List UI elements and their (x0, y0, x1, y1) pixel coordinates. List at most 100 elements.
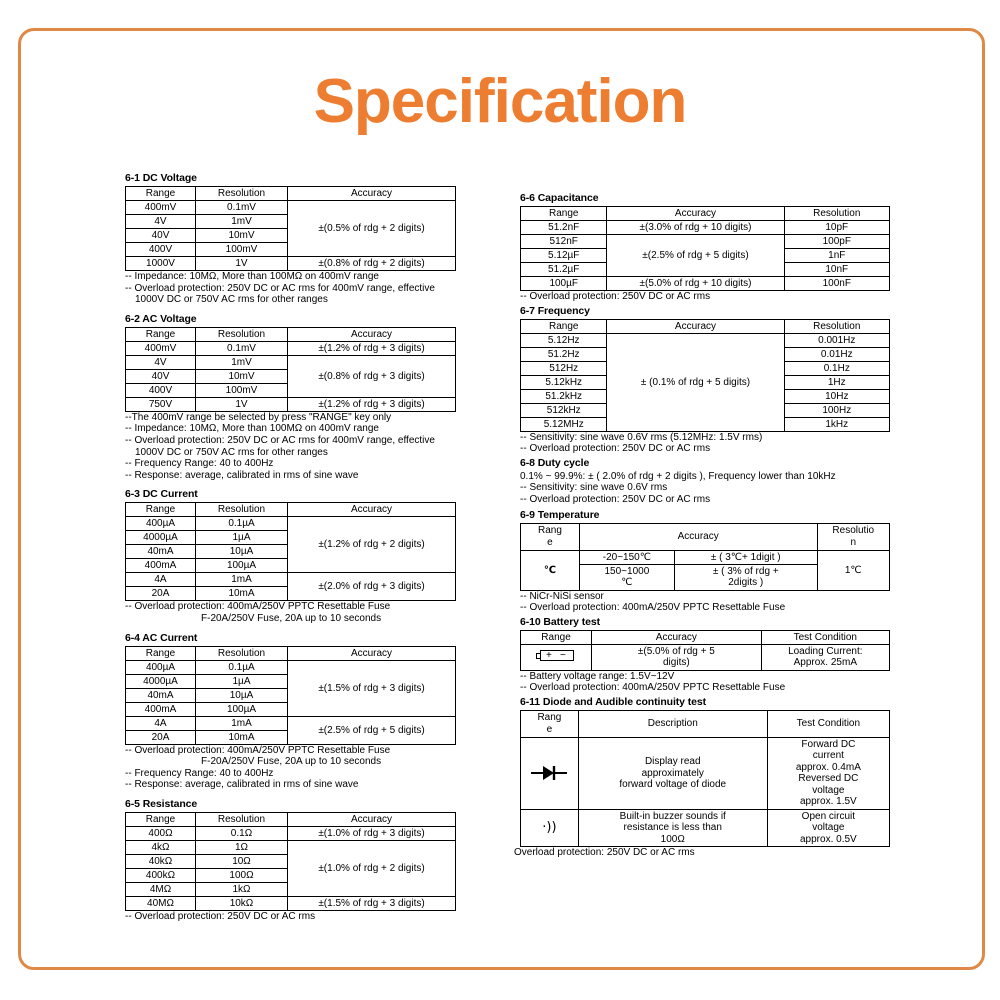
col-header-range: Range (125, 502, 196, 518)
cell-accuracy: ±(0.8% of rdg + 2 digits) (287, 256, 456, 271)
note-item: -- Overload protection: 250V DC or AC rm… (520, 443, 711, 455)
cell-accuracy: ±(5.0% of rdg + 10 digits) (606, 276, 785, 291)
ac-voltage-notes: --The 400mV range be selected by press "… (125, 412, 455, 482)
cell-resolution: 100Ω (195, 867, 288, 883)
dc-voltage-table: Range Resolution Accuracy 400mV 0.1mV ±(… (125, 186, 456, 271)
cell-resolution: 10pF (783, 220, 891, 235)
cell-range: 51.2nF (519, 220, 608, 235)
section-heading: 6-11 Diode and Audible continuity test (520, 695, 707, 708)
cell-accuracy: ±(0.5% of rdg + 2 digits) (287, 200, 456, 257)
cell-range: 51.2Hz (519, 346, 608, 362)
section-heading: 6-5 Resistance (125, 797, 198, 810)
cell-resolution: 0.1Hz (783, 360, 891, 376)
table-header-row: Range Accuracy Resolution (519, 206, 891, 221)
cell-range: 400Ω (125, 825, 196, 841)
cell-range: 51.2kHz (519, 388, 608, 404)
section-heading: 6-1 DC Voltage (125, 172, 197, 184)
col-header-accuracy: Accuracy (606, 206, 785, 221)
temperature-table: Rang e Accuracy Resolutio n ℃ -20~150℃ ±… (520, 522, 891, 591)
cell-accuracy: ±(1.2% of rdg + 3 digits) (287, 396, 456, 412)
cell-range: ℃ (520, 549, 580, 591)
table-row: 400mV 0.1mV ±(0.5% of rdg + 2 digits) (125, 200, 456, 257)
col-header-resolution: Resolution (195, 186, 288, 201)
buzzer-icon: ·)) (542, 820, 557, 836)
note-item: -- Response: average, calibrated in rms … (125, 469, 359, 481)
table-row: + − ±(5.0% of rdg + 5 digits) Loading Cu… (519, 643, 891, 671)
cell-range: 5.12µF (519, 248, 608, 263)
col-header-range: Rang e (520, 522, 580, 551)
section-battery-test: 6-10 Battery test Range Accuracy Test Co… (519, 616, 891, 694)
cell-range: 5.12MHz (519, 416, 608, 432)
col-header-resolution: Resolution (195, 502, 288, 518)
table-row: 400mV 0.1mV ±(1.2% of rdg + 3 digits) (125, 340, 456, 356)
frequency-notes: -- Sensitivity: sine wave 0.6V rms (5.12… (520, 432, 890, 455)
note-item: -- Overload protection: 250V DC or AC rm… (520, 493, 711, 505)
cell-resolution: 1℃ (816, 549, 891, 591)
duty-cycle-notes: 0.1% ~ 99.9%: ± ( 2.0% of rdg + 2 digits… (520, 471, 890, 506)
col-header-range: Range (125, 811, 196, 827)
cell-resolution: 10mA (195, 586, 288, 602)
cell-accuracy: ±(3.0% of rdg + 10 digits) (606, 220, 785, 235)
cell-sub-range: -20~150℃ (578, 549, 675, 565)
note-item: -- Overload protection: 400mA/250V PPTC … (520, 682, 786, 694)
cell-description: Built-in buzzer sounds if resistance is … (577, 808, 768, 848)
cell-resolution: 0.1µA (195, 516, 288, 532)
note-item: F-20A/250V Fuse, 20A up to 10 seconds (201, 756, 382, 768)
table-row: 5.12kHz 1Hz (519, 374, 891, 390)
note-item: -- Frequency Range: 40 to 400Hz (125, 458, 274, 470)
ac-current-notes: -- Overload protection: 400mA/250V PPTC … (125, 745, 455, 791)
cell-range: 40V (125, 228, 196, 243)
note-item: -- Overload protection: 250V DC or AC rm… (125, 282, 435, 294)
note-item: -- Overload protection: 400mA/250V PPTC … (520, 602, 786, 614)
table-header-row: Range Resolution Accuracy (125, 186, 456, 201)
cell-range: 400V (125, 382, 196, 398)
table-row: 512Hz 0.1Hz (519, 360, 891, 376)
cell-test-condition: Forward DC current approx. 0.4mA Reverse… (766, 736, 891, 810)
table-row: 512kHz 100Hz (519, 402, 891, 418)
cell-accuracy: ±(1.2% of rdg + 3 digits) (287, 340, 456, 356)
cell-range: 512nF (519, 234, 608, 249)
table-row: 40mA 10µA (125, 544, 456, 560)
cell-resolution: 0.1µA (195, 659, 288, 675)
table-row: ℃ -20~150℃ ± ( 3℃+ 1digit ) 1℃ (520, 549, 891, 591)
cell-resolution: 100mV (195, 242, 288, 257)
cell-range: 51.2µF (519, 262, 608, 277)
cell-range: 40MΩ (125, 895, 196, 911)
cell-range: 4kΩ (125, 839, 196, 855)
table-row: 4A 1mA ±(2.0% of rdg + 3 digits) (125, 572, 456, 602)
note-item: -- Sensitivity: sine wave 0.6V rms (520, 482, 668, 494)
col-header-range: Range (125, 186, 196, 201)
col-header-description: Description (577, 709, 768, 738)
section-temperature: 6-9 Temperature Rang e Accuracy Resoluti… (520, 509, 891, 614)
table-row: Display read approximately forward volta… (520, 736, 891, 810)
note-item: -- Battery voltage range: 1.5V~12V (520, 670, 675, 682)
table-row: 20A 10mA (125, 586, 456, 602)
cell-resolution: 0.001Hz (783, 332, 891, 348)
cell-accuracy: ±(0.8% of rdg + 3 digits) (287, 354, 456, 398)
cell-resolution: 10µA (195, 687, 288, 703)
cell-resolution: 1mV (195, 354, 288, 370)
col-header-range: Range (125, 645, 196, 661)
table-row: 51.2Hz 0.01Hz (519, 346, 891, 362)
cell-range: 512kHz (519, 402, 608, 418)
cell-resolution: 1Ω (195, 839, 288, 855)
col-header-resolution: Resolution (783, 318, 891, 334)
table-row: 512nF ±(2.5% of rdg + 5 digits) 100pF (519, 234, 891, 277)
cell-range: 40kΩ (125, 853, 196, 869)
section-duty-cycle: 6-8 Duty cycle 0.1% ~ 99.9%: ± ( 2.0% of… (520, 457, 890, 506)
cell-resolution: 10mV (195, 368, 288, 384)
right-column: 6-6 Capacitance Range Accuracy Resolutio… (514, 192, 891, 861)
table-header-row: Range Resolution Accuracy (125, 811, 456, 827)
cell-resolution: 1mV (195, 214, 288, 229)
cell-range: 512Hz (519, 360, 608, 376)
note-item: --The 400mV range be selected by press "… (125, 411, 392, 423)
cell-resolution: 1kHz (783, 416, 891, 432)
cell-resolution: 1V (195, 256, 288, 271)
cell-range: 400µA (125, 659, 196, 675)
cell-accuracy: ± ( 3℃+ 1digit ) (673, 549, 818, 565)
table-row: 51.2nF ±(3.0% of rdg + 10 digits) 10pF (519, 220, 891, 235)
cell-range: 400mA (125, 701, 196, 717)
diode-continuity-table: Rang e Description Test Condition Displa… (520, 709, 891, 848)
table-row: 40V 10mV (125, 228, 456, 243)
cell-accuracy: ± ( 3% of rdg + 2digits ) (673, 563, 818, 591)
